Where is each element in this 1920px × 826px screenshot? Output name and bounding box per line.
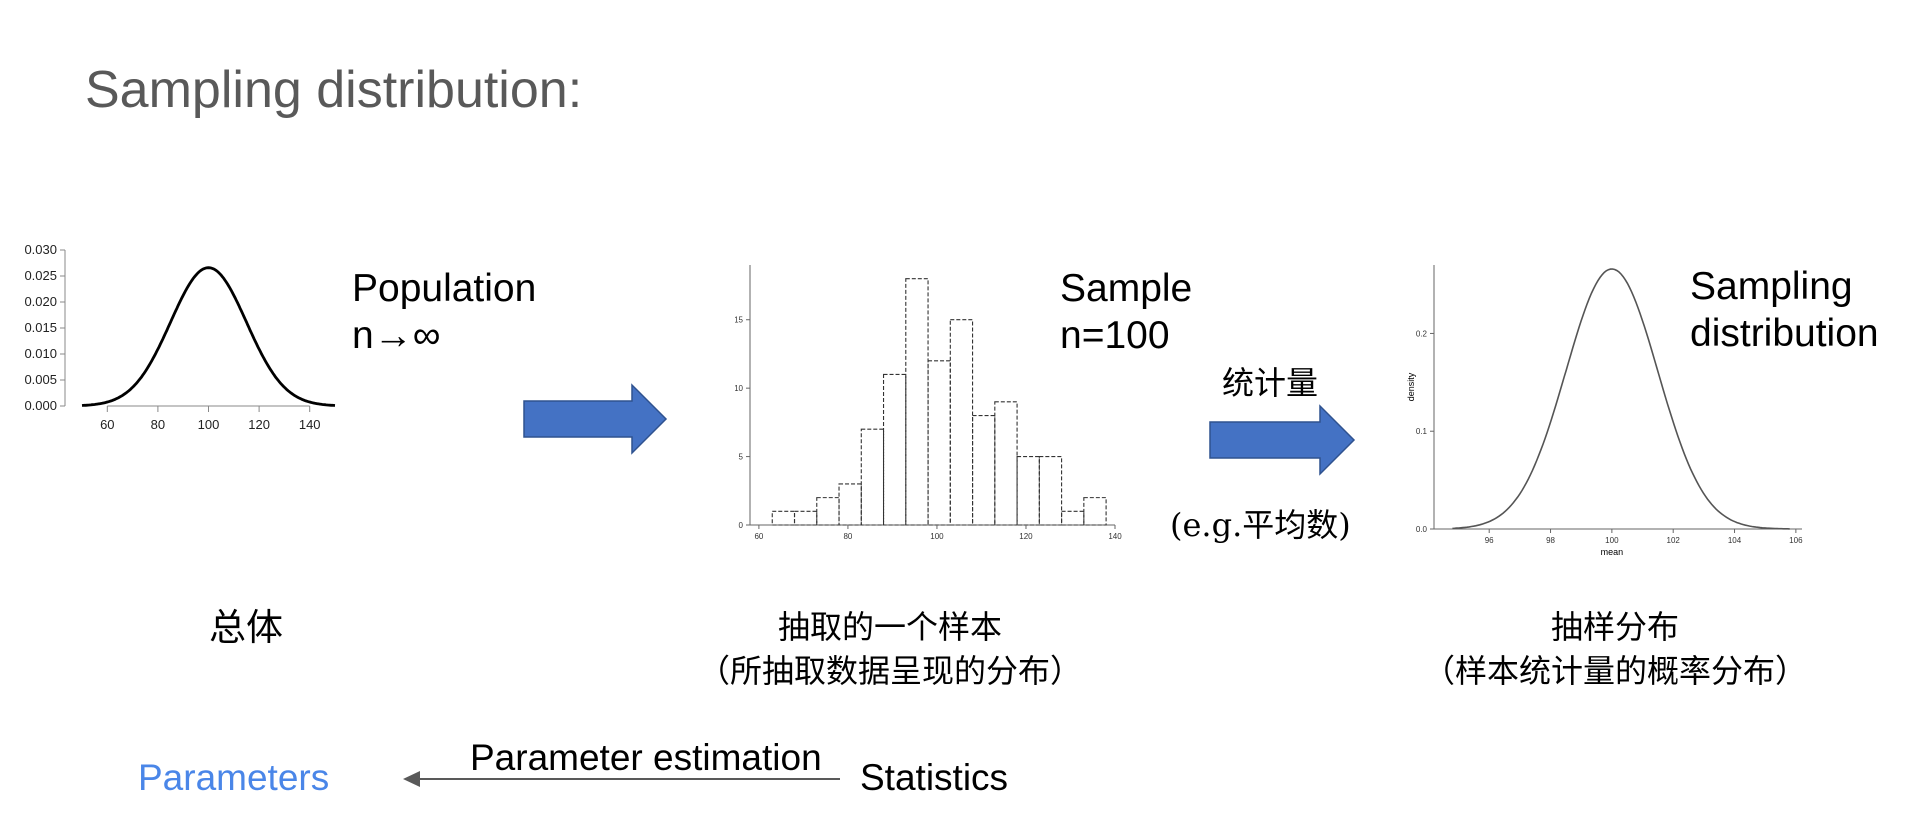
population-y-tick-label: 0.020 <box>24 294 57 309</box>
sample-y-tick-label: 5 <box>739 453 744 462</box>
histogram-bar <box>1038 456 1063 526</box>
histogram-bar <box>816 497 840 526</box>
arrow-population-to-sample <box>523 383 668 455</box>
histogram-bar <box>994 401 1018 526</box>
population-chart-ticks: 0.000 0.005 0.010 0.015 0.020 0.025 0.030 60 80 1… <box>24 242 320 432</box>
histogram-bar <box>1083 497 1107 526</box>
sampling-caption-line2: （样本统计量的概率分布） <box>1422 652 1807 690</box>
statistics-text: Statistics <box>860 757 1009 798</box>
population-x-tick-label: 120 <box>248 417 270 432</box>
population-chart-axes <box>64 250 310 407</box>
sampling-x-tick-label: 104 <box>1728 536 1742 545</box>
population-caption: 总体 <box>209 606 283 649</box>
sample-y-tick-label: 0 <box>739 521 744 530</box>
sample-x-tick-label: 120 <box>1019 532 1033 541</box>
sample-label: Sample n=100 <box>1060 265 1192 359</box>
population-y-tick-label: 0.030 <box>24 242 57 257</box>
sample-label-title: Sample <box>1060 267 1193 310</box>
population-y-tick-label: 0.015 <box>24 320 57 335</box>
histogram-bar <box>860 428 885 526</box>
histogram-bar <box>838 483 862 526</box>
sampling-distribution-chart: 0.0 0.1 0.2 96 98 100 102 104 106 mean density <box>1406 265 1803 557</box>
parameters-text: Parameters <box>138 757 330 798</box>
sampling-x-tick-label: 96 <box>1485 536 1494 545</box>
population-chart: 0.000 0.005 0.010 0.015 0.020 0.025 0.030 60 80 1… <box>24 242 336 432</box>
population-y-tick-label: 0.025 <box>24 268 57 283</box>
sampling-y-tick-label: 0.0 <box>1416 525 1428 534</box>
histogram-bar <box>1016 456 1040 526</box>
sample-x-tick-label: 60 <box>754 532 763 541</box>
sampling-y-tick-label: 0.2 <box>1416 329 1428 338</box>
sample-caption: 抽取的一个样本 （所抽取数据呈现的分布） <box>640 605 1140 693</box>
statistic-example: (e.g.平均数) <box>1170 506 1351 544</box>
sampling-label-line1: Sampling <box>1690 265 1853 308</box>
sample-histogram-ticks: 0 5 10 15 60 80 100 120 140 <box>735 316 1122 541</box>
population-label-title: Population <box>352 267 537 310</box>
sampling-label-line2: distribution <box>1690 312 1879 355</box>
sampling-x-tick-label: 98 <box>1546 536 1555 545</box>
histogram-bar <box>972 414 996 526</box>
histogram-bar <box>771 510 796 526</box>
sampling-chart-axes <box>1433 265 1802 530</box>
sample-histogram: 0 5 10 15 60 80 100 120 140 <box>735 265 1122 541</box>
sample-histogram-bars <box>771 278 1107 526</box>
population-x-tick-label: 60 <box>100 417 114 432</box>
population-x-tick-label: 80 <box>151 417 165 432</box>
parameter-estimation-arrow <box>403 771 840 787</box>
parameter-estimation-text: Parameter estimation <box>470 737 822 778</box>
sampling-x-tick-label: 100 <box>1605 536 1619 545</box>
histogram-bar <box>949 319 974 526</box>
sample-y-tick-label: 10 <box>735 384 744 393</box>
page-title: Sampling distribution: <box>85 61 583 119</box>
sample-caption-line2: （所抽取数据呈现的分布） <box>697 652 1082 690</box>
population-y-tick-label: 0.005 <box>24 372 57 387</box>
sampling-y-tick-label: 0.1 <box>1416 427 1428 436</box>
sample-y-tick-label: 15 <box>735 316 744 325</box>
sampling-x-tick-label: 106 <box>1789 536 1803 545</box>
population-x-tick-label: 100 <box>198 417 220 432</box>
histogram-bar <box>927 360 951 526</box>
population-x-tick-label: 140 <box>299 417 321 432</box>
population-y-tick-label: 0.010 <box>24 346 57 361</box>
statistic-label: 统计量 <box>1222 364 1319 402</box>
sampling-distribution-label: Sampling distribution <box>1690 263 1879 357</box>
histogram-bar <box>882 373 907 526</box>
sampling-caption: 抽样分布 （样本统计量的概率分布） <box>1365 605 1865 693</box>
histogram-bar <box>793 510 818 526</box>
sample-label-size: n=100 <box>1060 314 1170 357</box>
sample-x-tick-label: 140 <box>1108 532 1122 541</box>
sampling-x-tick-label: 102 <box>1667 536 1681 545</box>
sampling-chart-xlabel: mean <box>1601 547 1624 557</box>
population-label: Population n→∞ <box>352 265 536 359</box>
population-y-tick-label: 0.000 <box>24 398 57 413</box>
population-label-size: n→∞ <box>352 314 441 357</box>
sample-caption-line1: 抽取的一个样本 <box>777 608 1002 646</box>
sampling-chart-ticks: 0.0 0.1 0.2 96 98 100 102 104 106 <box>1416 329 1803 545</box>
arrow-sample-to-sampling-distribution <box>1209 404 1356 476</box>
sampling-caption-line1: 抽样分布 <box>1550 608 1679 646</box>
sample-x-tick-label: 100 <box>930 532 944 541</box>
histogram-bar <box>905 278 929 526</box>
sampling-chart-ylabel: density <box>1406 372 1416 401</box>
histogram-bar <box>1061 510 1085 526</box>
sampling-density-curve <box>1452 268 1790 530</box>
population-density-curve <box>81 266 336 407</box>
sample-x-tick-label: 80 <box>843 532 852 541</box>
